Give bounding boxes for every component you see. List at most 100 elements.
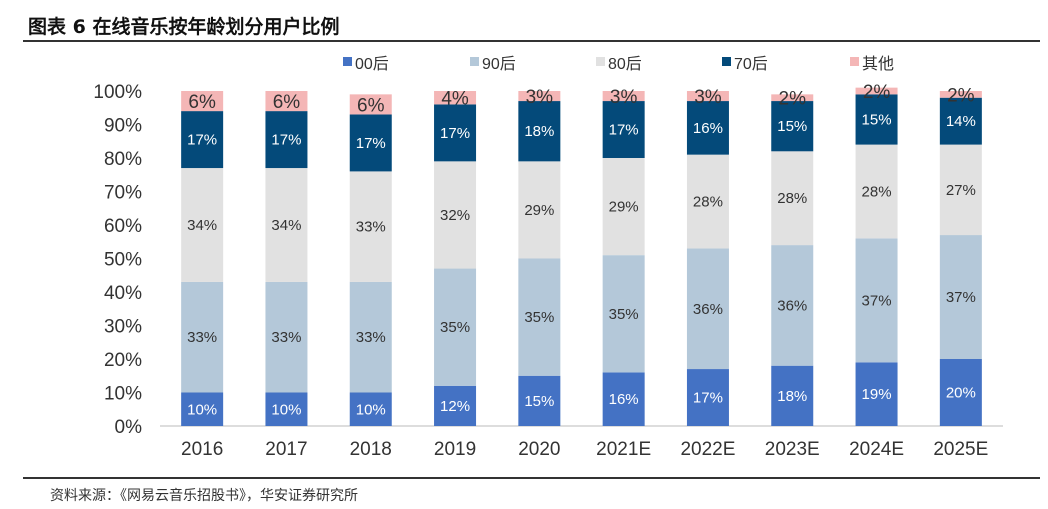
- y-tick-label: 90%: [104, 116, 142, 137]
- y-tick-label: 10%: [104, 384, 142, 405]
- bar-segment: [265, 168, 308, 282]
- bar-segment: [265, 91, 308, 112]
- data-label: 6%: [188, 92, 216, 113]
- bar-segment: [602, 372, 645, 426]
- bar-segment: [434, 385, 477, 426]
- chart-title: 图表 6 在线音乐按年龄划分用户比例: [28, 16, 340, 38]
- bar-segment: [349, 94, 392, 115]
- x-tick-label: 2024E: [849, 439, 904, 460]
- data-label: 2%: [863, 82, 891, 103]
- bar-segment: [602, 91, 645, 102]
- data-label: 4%: [441, 89, 469, 110]
- data-label: 18%: [777, 388, 807, 405]
- y-tick-label: 60%: [104, 216, 142, 237]
- data-label: 6%: [273, 92, 301, 113]
- legend-swatch: [722, 57, 731, 66]
- data-label: 3%: [610, 87, 638, 108]
- x-tick-label: 2016: [181, 439, 223, 460]
- bar-segment: [181, 168, 224, 282]
- data-label: 33%: [356, 329, 386, 346]
- y-tick-label: 80%: [104, 149, 142, 170]
- data-label: 15%: [524, 393, 554, 410]
- data-label: 18%: [524, 123, 554, 140]
- bar-segment: [181, 91, 224, 112]
- data-label: 29%: [524, 202, 554, 219]
- data-label: 10%: [356, 401, 386, 418]
- bar-segment: [855, 362, 898, 426]
- data-label: 17%: [356, 135, 386, 152]
- y-tick-label: 70%: [104, 183, 142, 204]
- data-label: 14%: [946, 113, 976, 130]
- data-label: 19%: [862, 386, 892, 403]
- y-tick-label: 0%: [115, 417, 143, 438]
- bar-segment: [181, 392, 224, 426]
- bar-segment: [349, 392, 392, 426]
- bar-segment: [771, 101, 814, 152]
- bar-segment: [434, 268, 477, 386]
- data-label: 3%: [526, 87, 554, 108]
- bar-segment: [518, 375, 561, 426]
- bar-segment: [349, 114, 392, 172]
- x-tick-label: 2022E: [680, 439, 735, 460]
- bar-segment: [181, 111, 224, 169]
- y-tick-label: 100%: [93, 82, 142, 103]
- bar-segment: [518, 101, 561, 162]
- data-label: 15%: [777, 118, 807, 135]
- legend-label: 其他: [862, 55, 894, 73]
- x-tick-label: 2025E: [933, 439, 988, 460]
- bar-segment: [434, 161, 477, 269]
- data-label: 15%: [862, 111, 892, 128]
- bar-segment: [771, 365, 814, 426]
- bar-segment: [686, 91, 729, 102]
- bar-segment: [181, 281, 224, 393]
- bar-segment: [855, 94, 898, 145]
- bar-segment: [349, 171, 392, 282]
- legend-label: 90后: [482, 55, 516, 73]
- bar-segment: [939, 235, 982, 359]
- legend-label: 00后: [355, 55, 389, 73]
- data-label: 36%: [777, 297, 807, 314]
- data-label: 28%: [777, 190, 807, 207]
- data-label: 2%: [779, 89, 807, 110]
- legend-swatch: [596, 57, 605, 66]
- data-label: 12%: [440, 398, 470, 415]
- x-tick-label: 2017: [265, 439, 307, 460]
- data-label: 27%: [946, 182, 976, 199]
- bar-segment: [771, 245, 814, 366]
- legend-swatch: [470, 57, 479, 66]
- bar-segment: [602, 158, 645, 256]
- source-note: 资料来源：《网易云音乐招股书》，华安证券研究所: [50, 488, 358, 504]
- legend-label: 70后: [734, 55, 768, 73]
- bar-segment: [939, 144, 982, 236]
- y-tick-label: 20%: [104, 350, 142, 371]
- data-label: 28%: [862, 184, 892, 201]
- data-label: 17%: [187, 132, 217, 149]
- bar-segment: [939, 359, 982, 426]
- data-label: 6%: [357, 95, 385, 116]
- legend-swatch: [343, 57, 352, 66]
- title-divider: [23, 40, 1040, 42]
- bar-segment: [434, 91, 477, 105]
- data-label: 37%: [946, 289, 976, 306]
- bar-segment: [771, 151, 814, 246]
- data-label: 35%: [440, 319, 470, 336]
- data-label: 10%: [271, 401, 301, 418]
- data-label: 16%: [693, 120, 723, 137]
- data-label: 35%: [609, 306, 639, 323]
- bar-segment: [434, 104, 477, 162]
- data-label: 35%: [524, 309, 554, 326]
- bar-segment: [518, 258, 561, 376]
- bar-segment: [939, 91, 982, 98]
- bar-segment: [602, 101, 645, 158]
- data-label: 10%: [187, 401, 217, 418]
- data-label: 2%: [947, 85, 975, 106]
- bar-segment: [518, 91, 561, 102]
- bar-segment: [771, 94, 814, 102]
- bar-segment: [855, 144, 898, 239]
- data-label: 16%: [609, 391, 639, 408]
- data-label: 36%: [693, 301, 723, 318]
- data-label: 34%: [187, 217, 217, 234]
- bar-segment: [686, 154, 729, 249]
